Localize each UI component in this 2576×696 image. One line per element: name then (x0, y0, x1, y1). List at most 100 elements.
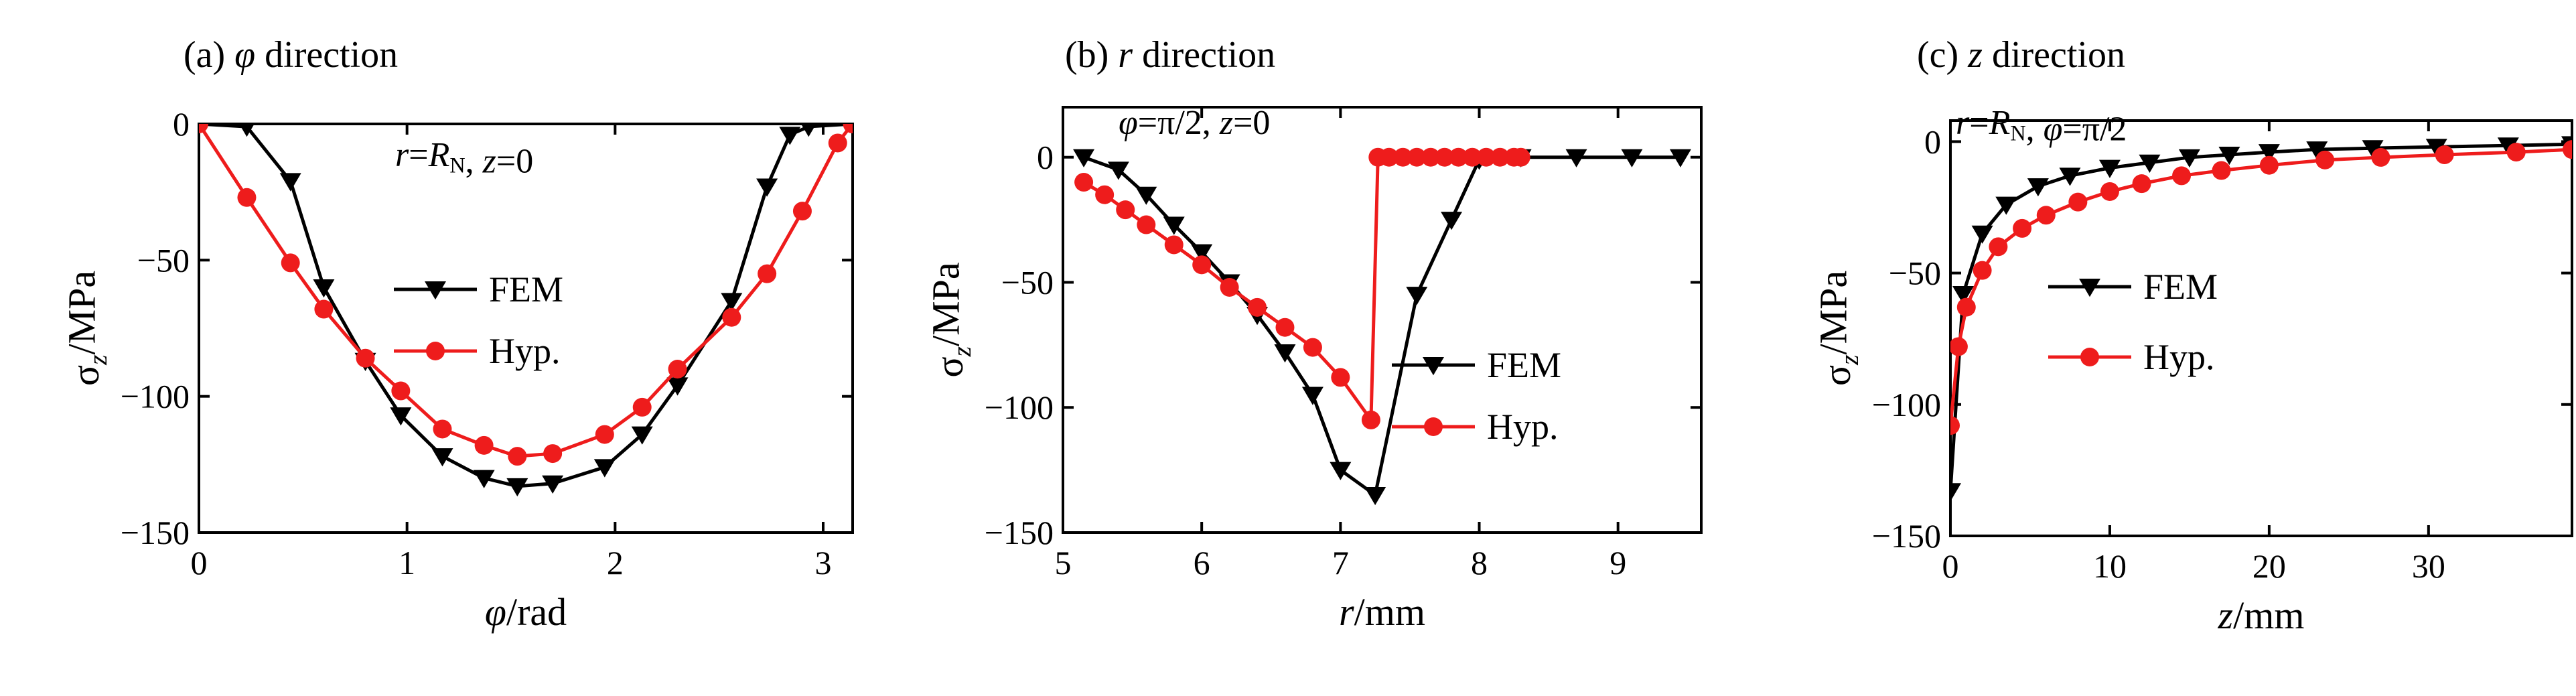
data-point (2132, 174, 2151, 194)
x-tick-label: 0 (191, 544, 208, 581)
data-point (2172, 166, 2192, 186)
data-point (1192, 255, 1212, 275)
data-point (2497, 137, 2519, 156)
legend-marker (2080, 348, 2099, 366)
data-point (1971, 225, 1993, 244)
x-tick-label: 8 (1471, 544, 1488, 581)
data-point (1441, 212, 1463, 230)
y-axis-label: σz/MPa (924, 262, 976, 377)
data-point (1364, 486, 1386, 506)
data-point (722, 307, 741, 327)
data-point (1950, 337, 1968, 356)
data-point (1449, 147, 1468, 167)
data-point (543, 444, 563, 464)
panel-a: 0 1 2 3 0 −50 −100 −150 φ/rad σz/MPa (a) φ directi… (60, 34, 854, 634)
data-point (1995, 196, 2017, 215)
y-axis-label: σz/MPa (60, 271, 112, 386)
data-point (1330, 462, 1352, 480)
data-point (2013, 218, 2032, 238)
data-point (1135, 186, 1157, 205)
data-point (2258, 144, 2280, 163)
data-point (1301, 387, 1323, 405)
data-point (668, 360, 687, 378)
data-point (1275, 318, 1295, 337)
data-point (1379, 147, 1399, 167)
condition-label: r=RN, φ=π/2 (1956, 104, 2127, 149)
data-point (1116, 200, 1135, 220)
data-point (542, 475, 564, 494)
data-point (1393, 147, 1413, 167)
y-tick-label: 0 (1924, 123, 1941, 160)
y-tick-label: 0 (1037, 139, 1054, 176)
data-point (356, 348, 375, 368)
data-point (631, 426, 653, 445)
data-point (2506, 143, 2526, 162)
data-point (1950, 416, 1960, 435)
x-tick-label: 9 (1609, 544, 1626, 581)
data-point (1956, 297, 1976, 317)
y-tick-label: −150 (121, 514, 190, 551)
legend-marker (1424, 417, 1443, 436)
data-point (279, 173, 301, 192)
data-point (281, 253, 300, 273)
legend-label: Hyp. (2143, 337, 2215, 377)
plot-frame (1062, 106, 1703, 534)
y-tick-label: −50 (1001, 263, 1054, 301)
legend-label: Hyp. (1487, 407, 1559, 447)
series-line (199, 124, 853, 488)
plot-frame (1949, 119, 2573, 537)
data-point (2259, 155, 2279, 175)
data-point (756, 178, 778, 197)
x-tick-label: 0 (1942, 547, 1959, 585)
data-point (1274, 344, 1296, 363)
data-point (2100, 182, 2119, 201)
data-point (1621, 149, 1643, 167)
data-point (1476, 147, 1496, 167)
panel-title: (a) φ direction (184, 34, 398, 76)
series-hyp (199, 124, 853, 466)
y-tick-label: −100 (121, 378, 190, 415)
data-point (779, 127, 801, 145)
data-point (313, 279, 335, 298)
y-tick-label: −100 (985, 389, 1054, 426)
y-tick-label: 0 (173, 105, 190, 143)
data-point (2563, 140, 2572, 159)
data-point (632, 397, 652, 417)
x-axis-label: z/mm (2218, 594, 2305, 637)
data-point (2098, 159, 2121, 178)
data-point (1191, 244, 1213, 263)
legend-marker (2079, 279, 2100, 297)
data-point (2068, 192, 2088, 212)
x-tick-label: 30 (2412, 547, 2445, 585)
data-point (2027, 178, 2049, 197)
data-point (792, 202, 812, 221)
data-point (1669, 149, 1691, 167)
plot-frame (198, 123, 854, 534)
data-point (1421, 147, 1441, 167)
data-point (593, 459, 616, 478)
data-point (1406, 287, 1428, 305)
data-point (595, 425, 614, 444)
data-point (843, 124, 853, 133)
data-point (1303, 338, 1322, 357)
y-tick-label: −150 (1872, 517, 1941, 555)
data-point (1950, 483, 1961, 502)
data-point (1073, 149, 1095, 167)
data-point (314, 299, 334, 319)
series-line (1950, 147, 2572, 426)
data-point (431, 448, 453, 467)
series-line (1950, 142, 2572, 492)
data-point (2306, 141, 2328, 160)
data-point (1407, 147, 1427, 167)
data-point (1107, 161, 1129, 180)
data-point (1164, 235, 1184, 255)
panel-title: (b) r direction (1065, 34, 1275, 76)
data-point (433, 419, 452, 439)
data-point (2218, 147, 2240, 165)
x-tick-label: 5 (1055, 544, 1072, 581)
panel-c: 0 10 20 30 0 −50 −100 −150 z/mm σz/MPa (c) z direc… (1811, 34, 2573, 637)
data-point (758, 264, 777, 283)
x-tick-label: 1 (399, 544, 415, 581)
y-axis-label: σz/MPa (1811, 271, 1863, 386)
